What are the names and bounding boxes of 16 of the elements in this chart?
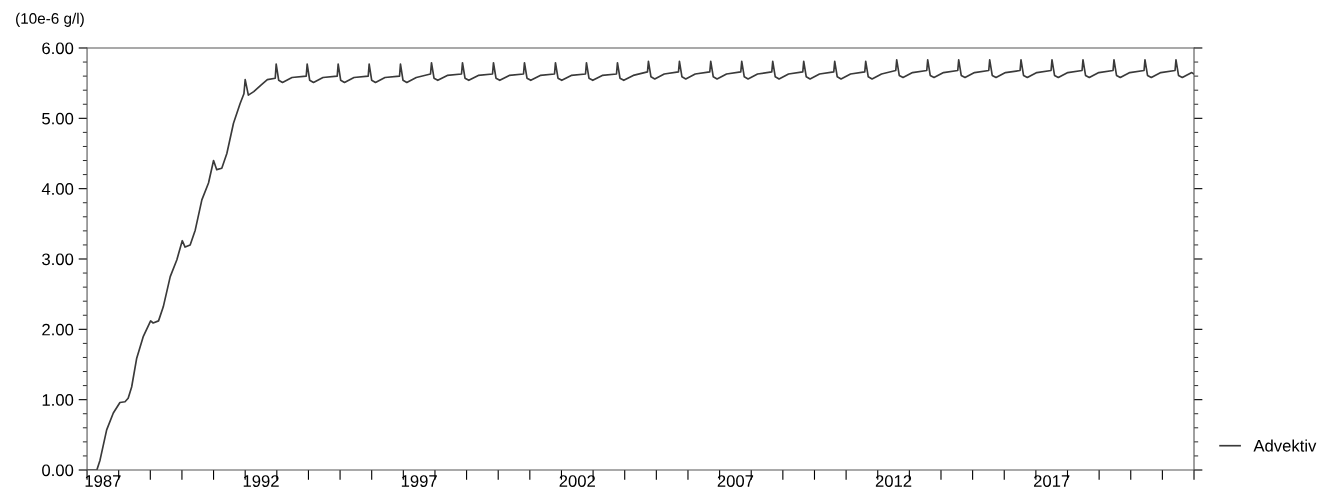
x-tick-label: 1987 xyxy=(85,475,121,487)
y-tick-label: 4.00 xyxy=(41,183,74,195)
x-tick-label: 1997 xyxy=(401,475,437,487)
legend-label: Advektiv xyxy=(1253,439,1317,452)
y-tick-label: 3.00 xyxy=(42,253,74,266)
y-tick-label: 6.00 xyxy=(42,42,74,55)
x-tick-label: 1992 xyxy=(243,475,279,487)
x-tick-label: 2007 xyxy=(717,475,754,487)
y-tick-label: 0.00 xyxy=(42,464,74,477)
y-axis-title: (10e-6 g/l) xyxy=(16,12,84,27)
x-tick-label: 2002 xyxy=(559,475,595,487)
y-tick-label: 5.00 xyxy=(42,112,74,125)
y-tick-label: 1.00 xyxy=(42,394,74,406)
y-tick-label: 2.00 xyxy=(42,323,74,336)
x-tick-label: 2017 xyxy=(1033,475,1070,487)
x-tick-label: 2012 xyxy=(875,475,912,487)
